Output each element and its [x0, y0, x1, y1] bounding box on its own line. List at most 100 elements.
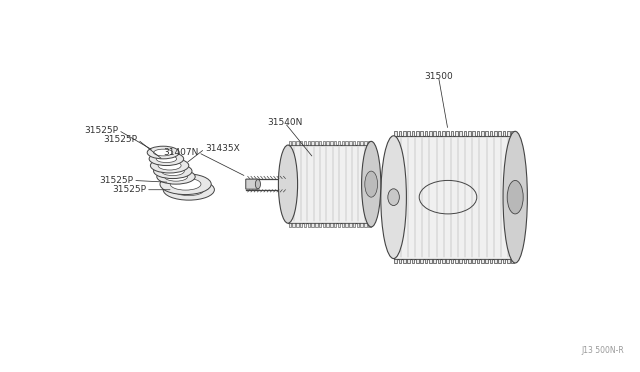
Bar — [399, 259, 401, 263]
Bar — [319, 141, 321, 145]
Text: 31407N: 31407N — [163, 148, 198, 157]
Ellipse shape — [365, 171, 378, 197]
Ellipse shape — [160, 174, 211, 195]
Bar — [442, 259, 445, 263]
Ellipse shape — [154, 149, 173, 156]
Ellipse shape — [156, 155, 177, 163]
Bar — [472, 259, 475, 263]
Bar — [477, 131, 479, 136]
Bar — [472, 131, 475, 136]
Bar — [326, 223, 329, 227]
Bar — [330, 141, 333, 145]
Bar — [407, 259, 410, 263]
Bar — [394, 136, 515, 259]
Ellipse shape — [255, 179, 260, 189]
Bar — [292, 141, 295, 145]
Bar — [315, 141, 317, 145]
Bar — [503, 259, 506, 263]
Bar — [319, 223, 321, 227]
Bar — [360, 223, 363, 227]
Bar — [353, 141, 355, 145]
Bar — [368, 141, 371, 145]
FancyBboxPatch shape — [246, 179, 259, 189]
Bar — [338, 223, 340, 227]
Bar — [296, 223, 299, 227]
Ellipse shape — [278, 145, 298, 223]
Bar — [455, 259, 458, 263]
Bar — [349, 223, 351, 227]
Bar — [420, 131, 423, 136]
Bar — [425, 259, 428, 263]
Ellipse shape — [147, 146, 179, 159]
Ellipse shape — [149, 152, 184, 166]
Bar — [289, 223, 291, 227]
Bar — [349, 141, 351, 145]
Bar — [433, 131, 436, 136]
Bar — [308, 223, 310, 227]
Bar — [485, 259, 488, 263]
Ellipse shape — [362, 141, 381, 227]
Bar — [353, 223, 355, 227]
Bar — [300, 141, 303, 145]
Bar — [368, 223, 371, 227]
Bar — [360, 141, 363, 145]
Bar — [288, 145, 371, 223]
Text: 31525P: 31525P — [112, 185, 146, 194]
Bar — [364, 223, 367, 227]
Bar — [438, 259, 440, 263]
Bar — [403, 131, 406, 136]
Bar — [292, 223, 295, 227]
Ellipse shape — [503, 131, 527, 263]
Bar — [499, 131, 501, 136]
Bar — [481, 131, 484, 136]
Bar — [300, 223, 303, 227]
Bar — [499, 259, 501, 263]
Ellipse shape — [163, 179, 214, 200]
Bar — [416, 259, 419, 263]
Text: 31500: 31500 — [424, 72, 452, 81]
Bar — [334, 223, 337, 227]
Text: 31525P: 31525P — [84, 126, 118, 135]
Ellipse shape — [507, 180, 523, 214]
Bar — [477, 259, 479, 263]
Bar — [323, 223, 325, 227]
Bar — [323, 141, 325, 145]
Bar — [356, 223, 359, 227]
Text: J13 500N-R: J13 500N-R — [581, 346, 624, 355]
Bar — [346, 141, 348, 145]
Bar — [416, 131, 419, 136]
Ellipse shape — [381, 136, 406, 259]
Ellipse shape — [170, 178, 201, 190]
Bar — [412, 259, 414, 263]
Bar — [394, 131, 397, 136]
Bar — [334, 141, 337, 145]
Bar — [394, 259, 397, 263]
Text: 31525P: 31525P — [99, 176, 133, 185]
Bar — [304, 141, 306, 145]
Bar — [468, 259, 470, 263]
Bar — [342, 141, 344, 145]
Ellipse shape — [150, 158, 189, 173]
Bar — [330, 223, 333, 227]
Text: 31525P: 31525P — [104, 135, 138, 144]
Bar — [311, 141, 314, 145]
Bar — [403, 259, 406, 263]
Ellipse shape — [157, 169, 195, 184]
Bar — [315, 223, 317, 227]
Bar — [311, 223, 314, 227]
Ellipse shape — [161, 167, 184, 176]
Bar — [356, 141, 359, 145]
Bar — [464, 259, 467, 263]
Bar — [326, 141, 329, 145]
Bar — [429, 259, 431, 263]
Bar — [296, 141, 299, 145]
Bar — [346, 223, 348, 227]
Bar — [304, 223, 306, 227]
Bar — [412, 131, 414, 136]
Bar — [438, 131, 440, 136]
Bar — [289, 141, 291, 145]
Bar — [485, 131, 488, 136]
Bar — [507, 131, 509, 136]
Bar — [446, 131, 449, 136]
Bar — [433, 259, 436, 263]
